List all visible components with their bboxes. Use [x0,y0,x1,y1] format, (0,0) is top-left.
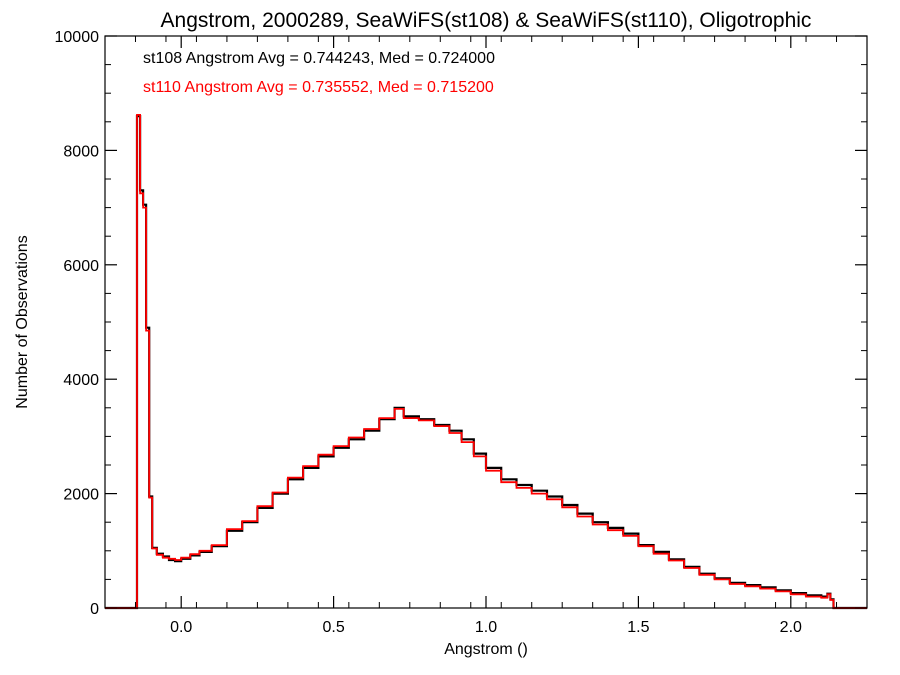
y-tick-label: 8000 [63,143,99,160]
annotation-st110: st110 Angstrom Avg = 0.735552, Med = 0.7… [143,79,494,96]
y-tick-label: 0 [90,601,99,618]
y-tick-label: 2000 [63,487,99,504]
x-tick-label: 1.0 [475,619,497,636]
y-tick-label: 4000 [63,372,99,389]
x-axis-label: Angstrom () [444,641,528,658]
x-tick-label: 2.0 [780,619,802,636]
y-axis-label: Number of Observations [14,235,31,408]
x-tick-label: 1.5 [627,619,649,636]
series-line-2 [105,114,867,609]
chart-title: Angstrom, 2000289, SeaWiFS(st108) & SeaW… [161,9,812,32]
x-tick-label: 0.5 [322,619,344,636]
y-tick-label: 6000 [63,258,99,275]
plot-series-group [105,114,867,610]
x-axis: 0.0 0.5 1.0 1.5 2.0 [104,36,868,636]
y-tick-label: 10000 [55,29,100,46]
annotation-st108: st108 Angstrom Avg = 0.744243, Med = 0.7… [143,50,495,67]
x-tick-label: 0.0 [170,619,192,636]
y-axis: 0 2000 4000 6000 8000 10000 [55,29,867,618]
